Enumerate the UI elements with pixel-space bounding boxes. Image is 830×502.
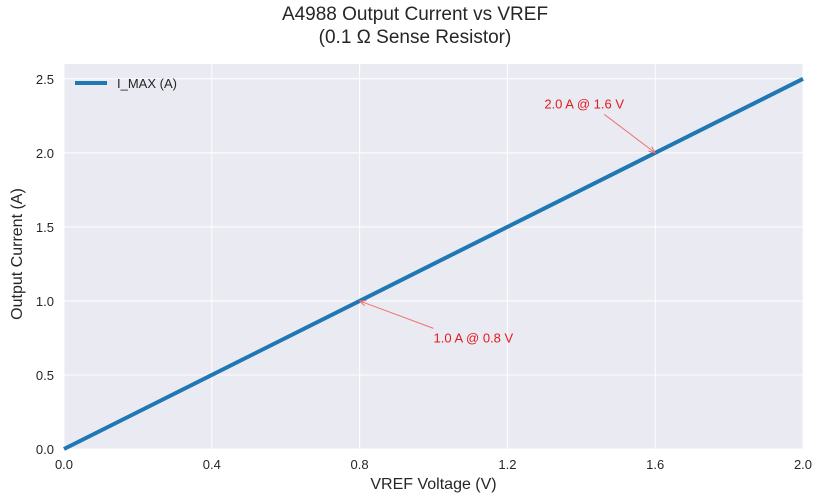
- y-tick-label: 2.0: [36, 146, 54, 161]
- chart-title: A4988 Output Current vs VREF: [281, 4, 549, 25]
- annotation-text: 1.0 A @ 0.8 V: [434, 330, 514, 345]
- x-tick-label: 1.2: [498, 457, 516, 472]
- y-tick-label: 1.5: [36, 220, 54, 235]
- x-tick-label: 0.4: [203, 457, 221, 472]
- legend-label: I_MAX (A): [117, 76, 177, 91]
- y-tick-label: 1.0: [36, 294, 54, 309]
- chart-subtitle: (0.1 Ω Sense Resistor): [318, 27, 512, 48]
- annotation-text: 2.0 A @ 1.6 V: [544, 96, 624, 111]
- y-tick-label: 0.5: [36, 368, 54, 383]
- plot-area: [64, 64, 803, 449]
- y-tick-label: 2.5: [36, 72, 54, 87]
- annotation-arrow: [359, 300, 434, 329]
- arrowhead-icon: [648, 146, 657, 154]
- arrowhead-icon: [358, 300, 367, 307]
- x-tick-label: 0.8: [351, 457, 369, 472]
- annotation-arrow: [604, 114, 656, 154]
- y-axis-label: Output Current (A): [9, 188, 26, 320]
- series-line: [63, 77, 804, 451]
- x-tick-label: 2.0: [794, 457, 812, 472]
- x-tick-label: 0.0: [55, 457, 73, 472]
- x-axis-label: VREF Voltage (V): [370, 476, 497, 493]
- x-tick-label: 1.6: [646, 457, 664, 472]
- y-tick-label: 0.0: [36, 442, 54, 457]
